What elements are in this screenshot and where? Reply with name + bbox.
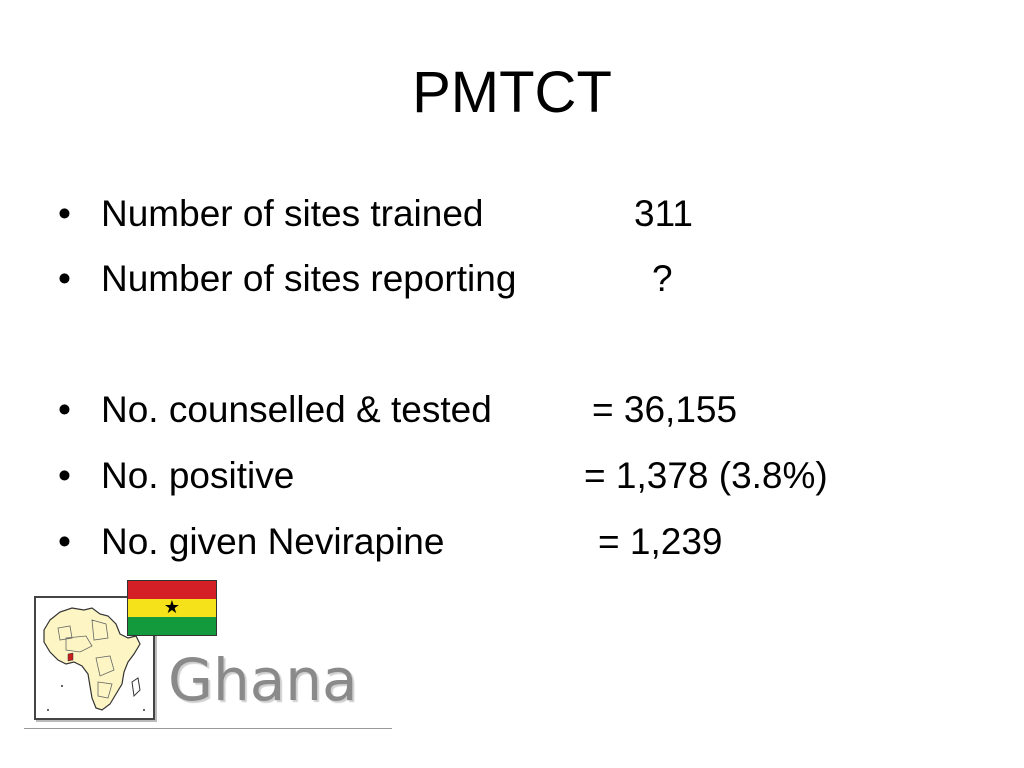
bullet-dot: •: [58, 389, 71, 430]
flag-green-stripe: [128, 616, 216, 635]
bullet-dot: •: [58, 455, 71, 496]
bullet-dot: •: [58, 258, 71, 299]
bullet-dot: •: [58, 521, 71, 562]
ghana-location-marker: [67, 652, 74, 662]
africa-outline: [43, 607, 141, 711]
flag-yellow-stripe: ★: [128, 596, 216, 617]
slide-title: PMTCT: [412, 60, 612, 125]
bullet-label: No. given Nevirapine: [101, 521, 445, 562]
bullet-label: No. counselled & tested: [101, 389, 492, 430]
bullet-label: Number of sites reporting: [101, 258, 517, 299]
bullet-value: = 36,155: [592, 389, 738, 430]
bullet-value: ?: [652, 258, 673, 299]
ghana-flag-icon: ★: [127, 580, 217, 636]
divider: [24, 728, 392, 729]
logo-word: Ghana: [168, 646, 358, 714]
bullet-value: = 1,378 (3.8%): [584, 455, 828, 496]
bullet-value: = 1,239: [598, 521, 723, 562]
bullet-list: • Number of sites trained 311 • Number o…: [58, 193, 828, 562]
ghana-logo: ★ Ghana: [24, 578, 396, 734]
bullet-value: 311: [634, 193, 693, 234]
star-icon: ★: [163, 596, 181, 617]
flag-red-stripe: [128, 581, 216, 599]
africa-map-graphic: [43, 607, 145, 711]
bullet-label: Number of sites trained: [101, 193, 484, 234]
bullet-label: No. positive: [101, 455, 295, 496]
bullet-dot: •: [58, 193, 71, 234]
